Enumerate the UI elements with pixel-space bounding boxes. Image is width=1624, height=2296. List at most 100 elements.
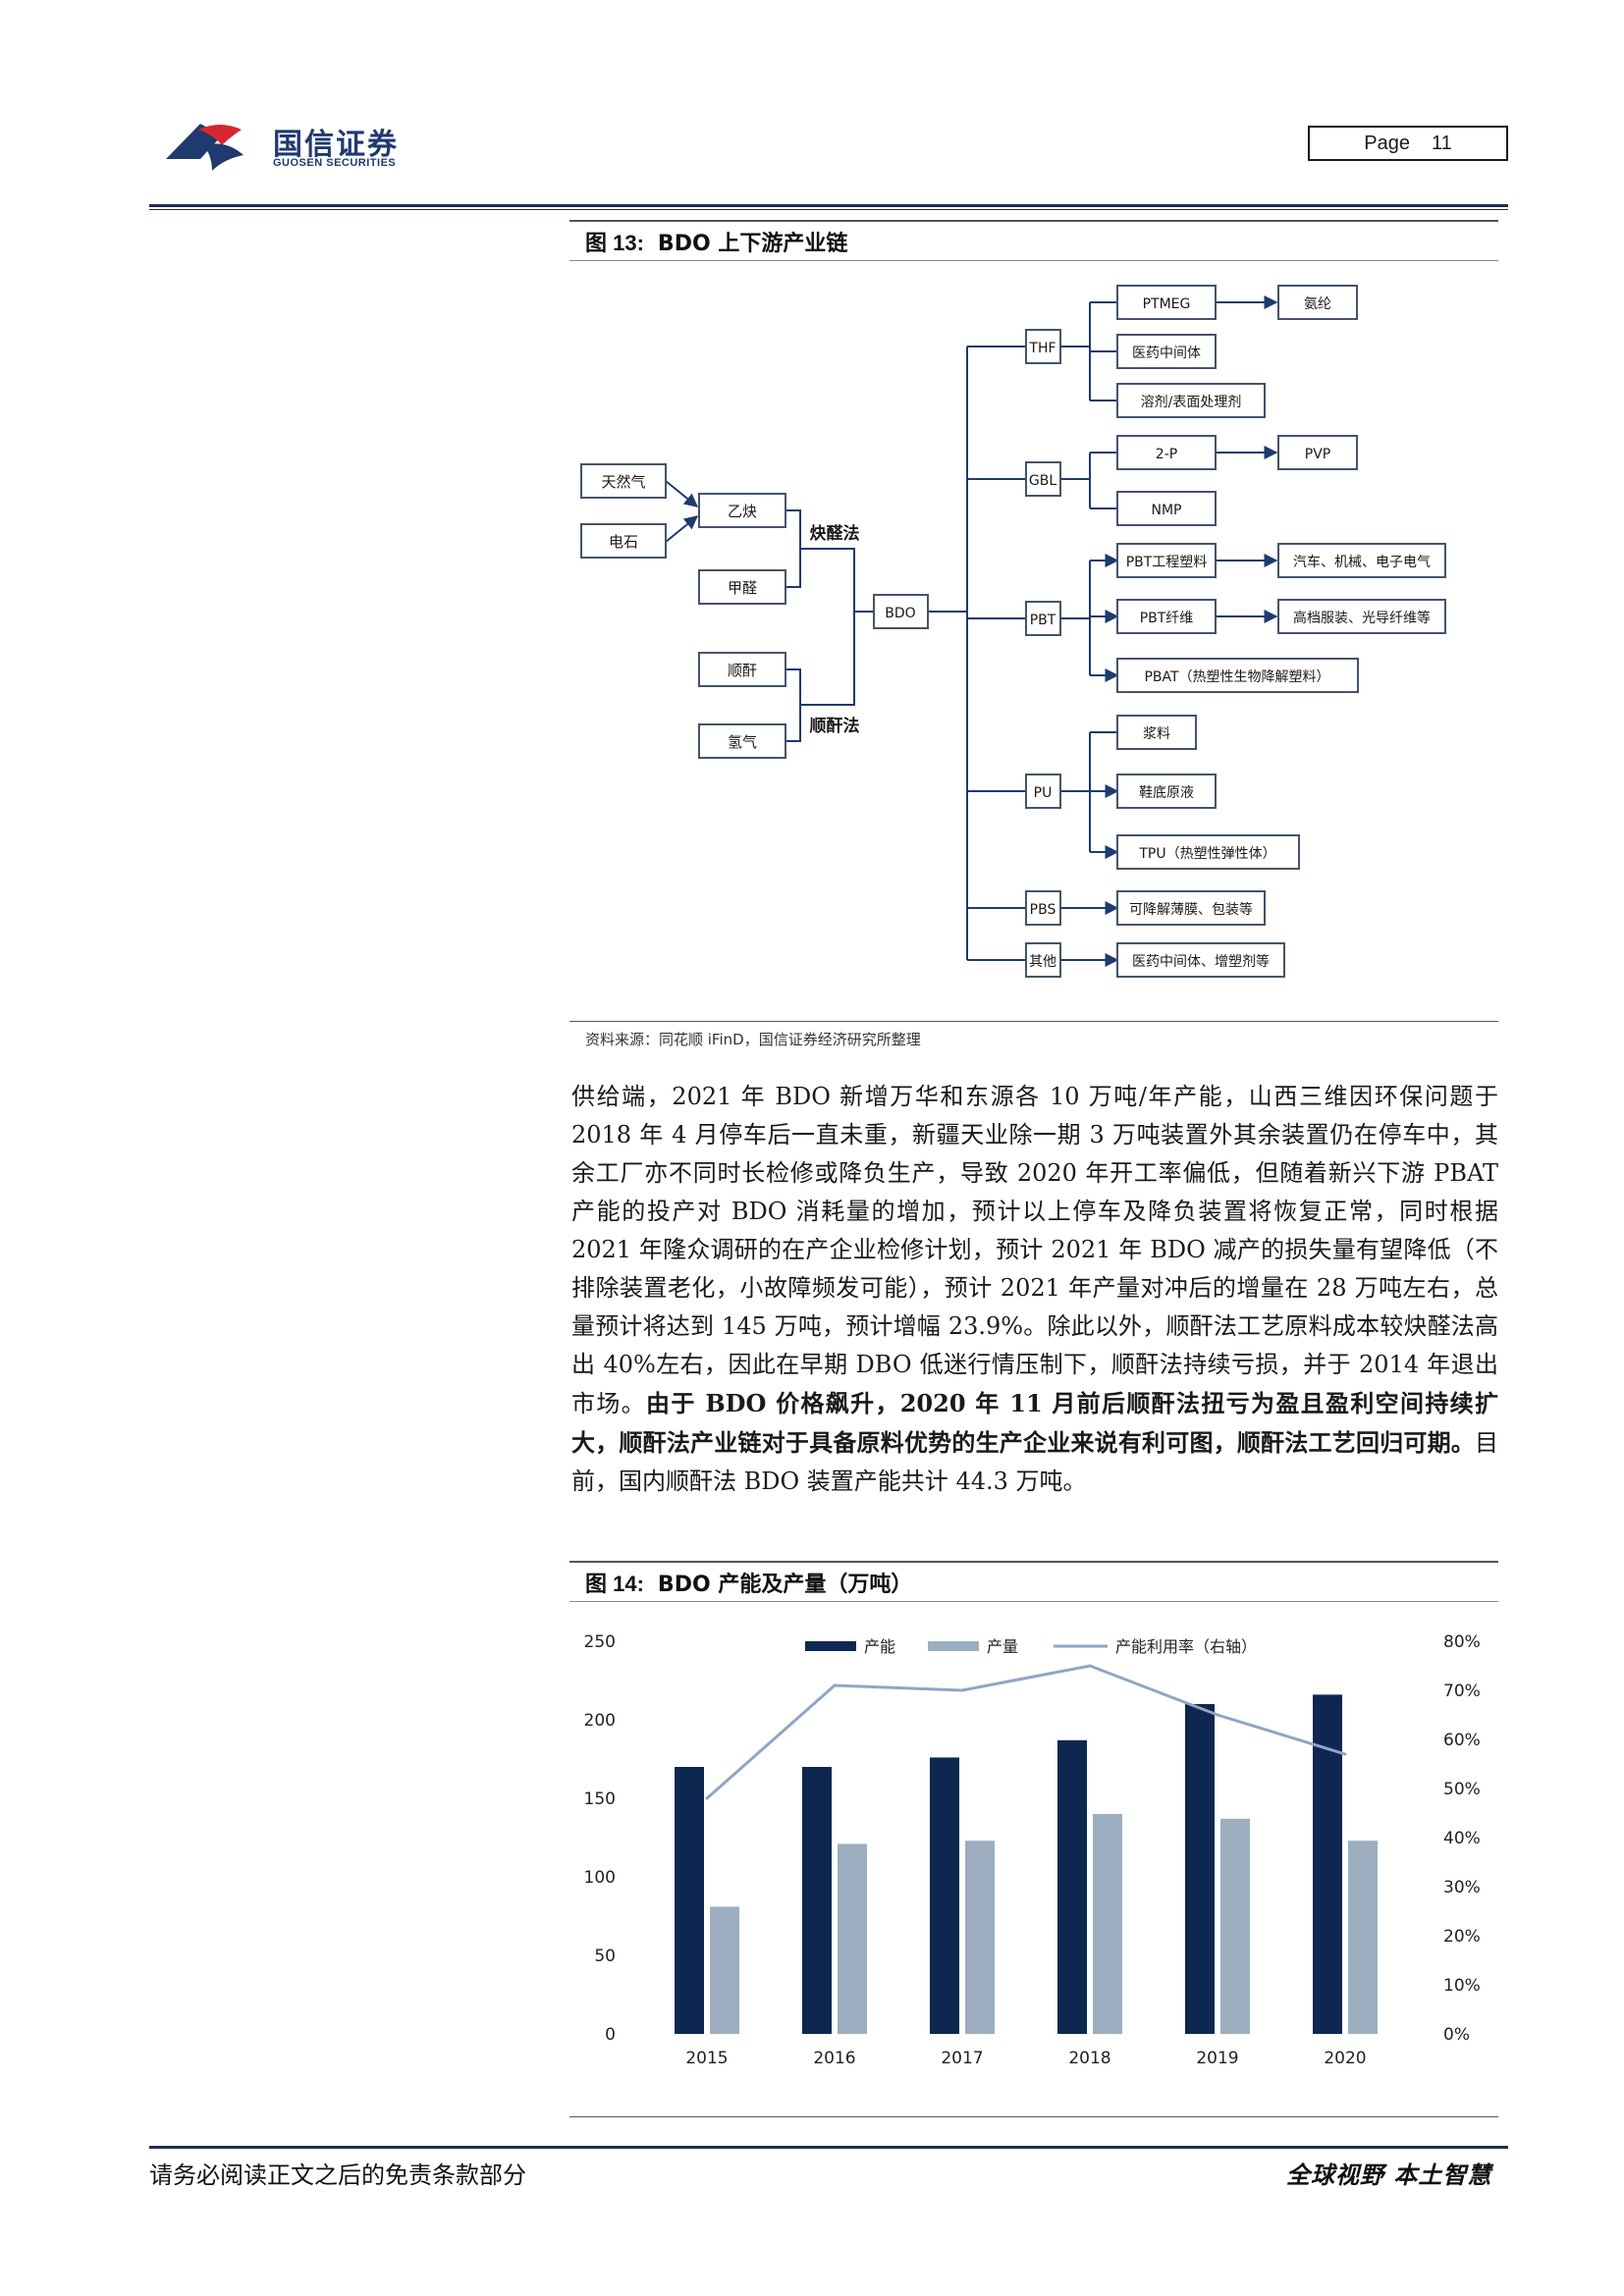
y-right-tick-label: 50% (1443, 1780, 1481, 1799)
node-formaldehyde: 甲醛 (728, 579, 757, 597)
figure-14-title: 图 14: BDO 产能及产量（万吨） (569, 1561, 1498, 1602)
node-other: 其他 (1029, 954, 1056, 970)
legend-label: 产能利用率（右轴） (1115, 1637, 1257, 1656)
y-right-tick-label: 10% (1443, 1976, 1481, 1996)
y-left-tick-label: 50 (594, 1947, 616, 1966)
x-tick-label: 2020 (1324, 2049, 1366, 2068)
node-natural-gas-box (580, 463, 667, 499)
y-left-tick-label: 250 (584, 1632, 616, 1652)
x-tick-label: 2016 (813, 2049, 855, 2068)
body-text-regular: 供给端，2021 年 BDO 新增万华和东源各 10 万吨/年产能，山西三维因环… (571, 1083, 1498, 1417)
node-ptmeg: PTMEG (1143, 296, 1191, 312)
y-left-tick-label: 150 (584, 1789, 616, 1809)
y-right-tick-label: 70% (1443, 1682, 1481, 1701)
footer-disclaimer: 请务必阅读正文之后的免责条款部分 (149, 2162, 526, 2189)
node-pbt-plastic-box (1116, 543, 1217, 578)
bar-output (1348, 1841, 1378, 2034)
utilization-point (960, 1688, 964, 1692)
node-pbt-box (1025, 601, 1061, 636)
x-tick-label: 2015 (685, 2049, 728, 2068)
logo-mark-icon (166, 124, 244, 171)
node-pharma-intermediate-box (1116, 334, 1217, 369)
node-tpu: TPU（热塑性弹性体） (1138, 846, 1275, 862)
node-pharma-plasticizer: 医药中间体、增塑剂等 (1132, 953, 1270, 970)
node-maleic-anhydride-box (698, 652, 786, 687)
utilization-point (1088, 1664, 1092, 1668)
node-tpu-box (1116, 834, 1300, 870)
node-bdo-box (873, 594, 929, 629)
figure-14-bottom-rule (569, 2116, 1498, 2117)
node-gbl-box (1025, 461, 1061, 497)
page-number: 11 (1431, 132, 1452, 154)
node-pu-box (1025, 774, 1061, 809)
bdo-capacity-output-chart: 0 50 100 150 200 250 0% 10% 20% 30% 40% 50% 60% 70% 80… (569, 1602, 1498, 2093)
figure-13-bottom-rule (569, 1021, 1498, 1022)
legend-label: 产能 (864, 1637, 895, 1656)
node-calcium-carbide-box (580, 523, 667, 559)
bar-output (1220, 1818, 1250, 2034)
y-right-tick-label: 0% (1443, 2025, 1470, 2045)
bar-capacity (1057, 1739, 1087, 2034)
utilization-line (706, 1664, 1346, 1800)
y-left-tick-label: 200 (584, 1711, 616, 1731)
label-acetylene-method: 炔醛法 (810, 523, 860, 544)
node-pvp-box (1277, 435, 1358, 470)
label-maleic-method: 顺酐法 (810, 716, 860, 736)
utilization-point (1216, 1713, 1219, 1717)
body-paragraph: 供给端，2021 年 BDO 新增万华和东源各 10 万吨/年产能，山西三维因环… (571, 1078, 1498, 1501)
node-nmp-box (1116, 491, 1217, 526)
guosen-logo: 国信证券 GUOSEN SECURITIES (165, 116, 401, 175)
utilization-point (833, 1683, 837, 1687)
node-thf: THF (1028, 341, 1056, 356)
node-sole: 鞋底原液 (1139, 785, 1194, 801)
node-pbs-box (1025, 890, 1061, 926)
node-auto: 汽车、机械、电子电气 (1293, 554, 1431, 570)
node-pbt-plastic: PBT工程塑料 (1126, 555, 1208, 570)
node-apparel: 高档服装、光导纤维等 (1293, 610, 1431, 626)
body-text-bold: 由于 BDO 价格飙升，2020 年 11 月前后顺酐法扭亏为盈且盈利空间持续扩… (571, 1389, 1499, 1457)
bar-output (838, 1843, 867, 2034)
node-pbt-fiber: PBT纤维 (1140, 611, 1194, 626)
node-film-box (1116, 890, 1266, 926)
node-spandex-box (1277, 285, 1358, 320)
node-film: 可降解薄膜、包装等 (1129, 901, 1253, 918)
footer-slogan: 全球视野 本土智慧 (1286, 2161, 1492, 2189)
node-calcium-carbide: 电石 (609, 533, 638, 551)
legend-label: 产量 (987, 1637, 1018, 1656)
y-right-tick-label: 20% (1443, 1927, 1481, 1947)
y-right-tick-label: 40% (1443, 1829, 1481, 1848)
node-spandex: 氨纶 (1304, 296, 1331, 312)
node-pu: PU (1034, 785, 1053, 801)
logo-text-en: GUOSEN SECURITIES (273, 157, 397, 169)
node-maleic-anhydride: 顺酐 (728, 662, 757, 679)
node-thf-box (1025, 329, 1061, 364)
bar-capacity (675, 1767, 704, 2034)
node-pharma-plasticizer-box (1116, 942, 1285, 978)
node-apparel-box (1277, 599, 1446, 634)
figure-13-caption: BDO 上下游产业链 (657, 231, 848, 256)
bar-output (1093, 1814, 1122, 2034)
node-pbt: PBT (1030, 613, 1056, 628)
node-hydrogen-box (698, 723, 786, 759)
node-slurry-box (1116, 715, 1197, 750)
footer-divider (149, 2146, 1508, 2149)
header-divider-thin (149, 209, 1508, 210)
y-left-tick-label: 100 (584, 1868, 616, 1888)
figure-13-title: 图 13: BDO 上下游产业链 (569, 220, 1498, 261)
node-acetylene: 乙炔 (728, 503, 757, 520)
node-pbt-fiber-box (1116, 599, 1217, 634)
figure-14-caption: BDO 产能及产量（万吨） (657, 1572, 913, 1597)
figure-13-label: 图 13: (585, 230, 644, 255)
node-nmp: NMP (1152, 503, 1182, 518)
bar-output (710, 1906, 739, 2034)
node-gbl: GBL (1029, 473, 1056, 489)
node-solvent: 溶剂/表面处理剂 (1141, 395, 1242, 410)
node-ptmeg-box (1116, 285, 1217, 320)
figure-13-source: 资料来源：同花顺 iFinD，国信证券经济研究所整理 (585, 1031, 921, 1048)
node-natural-gas: 天然气 (601, 473, 645, 491)
figure-14-label: 图 14: (585, 1571, 644, 1596)
node-2p-box (1116, 435, 1217, 470)
x-tick-label: 2017 (941, 2049, 983, 2068)
node-auto-box (1277, 543, 1446, 578)
utilization-point (705, 1796, 709, 1800)
